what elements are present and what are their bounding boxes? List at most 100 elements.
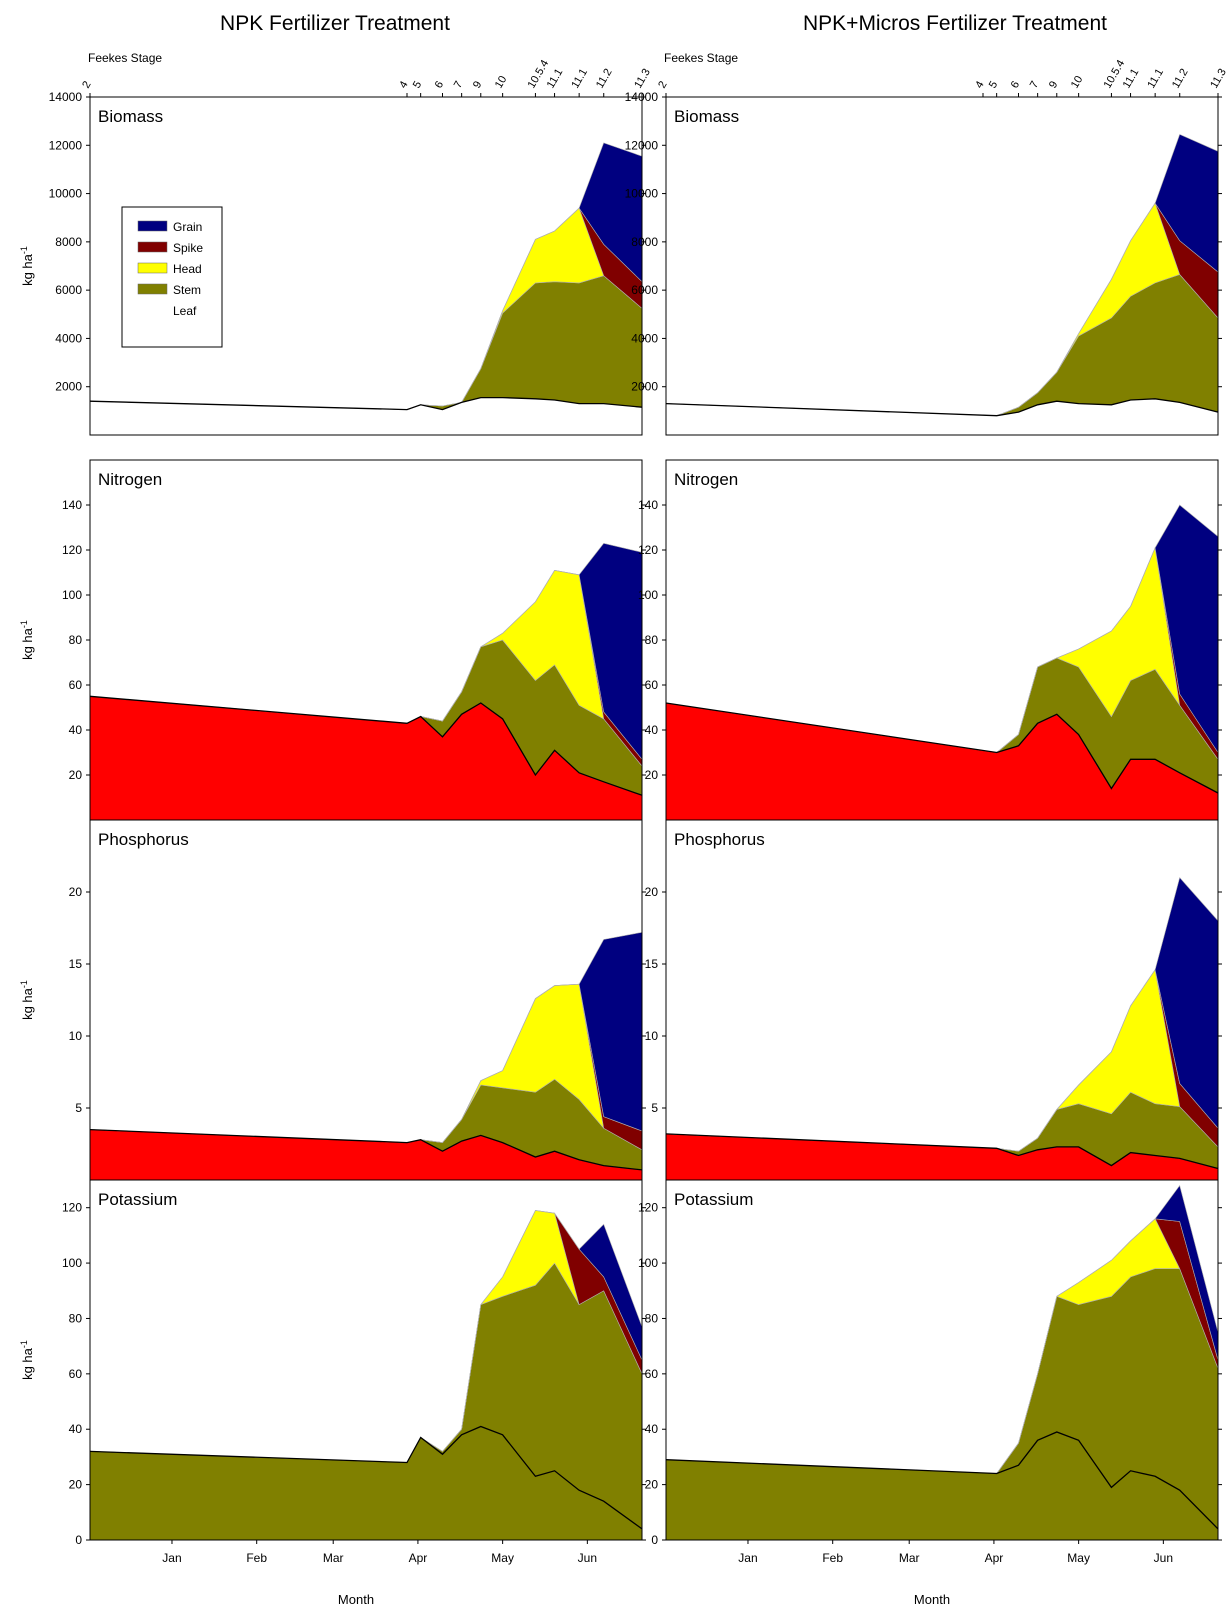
y-tick-label: 6000 xyxy=(55,283,82,297)
boundary-line xyxy=(89,1128,643,1171)
y-tick-label: 5 xyxy=(651,1101,658,1115)
y-tick-label: 12000 xyxy=(625,138,659,152)
y-tick-label: 80 xyxy=(69,633,83,647)
x-axis-label: Month xyxy=(914,1592,950,1604)
panel-label: Phosphorus xyxy=(674,830,765,849)
legend-label: Head xyxy=(173,262,202,276)
boundary-line xyxy=(89,1425,643,1530)
y-tick-label: 140 xyxy=(62,498,82,512)
panel-potassium-npk-micros: 0 20 40 60 80 100 120 Potassium Jan Feb Mar Apr May J… xyxy=(638,1179,1222,1604)
legend-box xyxy=(121,206,223,348)
y-tick-label: 4000 xyxy=(631,331,658,345)
y-tick-label: 8000 xyxy=(631,235,658,249)
x-tick-label: Feb xyxy=(822,1551,843,1565)
legend-swatch xyxy=(137,262,168,274)
panel-phosphorus-npk: 5 10 15 20 Phosphorus kg ha-1 xyxy=(19,819,646,1181)
panel-grid: 2000400060008000100001200014000Biomasskg… xyxy=(19,51,1229,1604)
y-tick-label: 120 xyxy=(62,543,82,557)
y-tick-label: 6000 xyxy=(631,283,658,297)
y-tick-label: 5 xyxy=(75,1101,82,1115)
y-tick-label: 80 xyxy=(645,633,659,647)
legend-swatch xyxy=(137,283,168,295)
area-leaf xyxy=(665,398,1219,436)
legend-swatch xyxy=(137,241,168,253)
feekes-stage-label: 2 xyxy=(80,79,93,90)
x-tick-label: Mar xyxy=(899,1551,920,1565)
boundary-line xyxy=(665,1133,1219,1170)
boundary-line xyxy=(89,695,643,796)
feekes-stage-label: 11.2 xyxy=(594,67,615,91)
feekes-stage-title: Feekes Stage xyxy=(664,51,738,65)
feekes-stage-label: 4 xyxy=(973,79,986,90)
panel-label: Potassium xyxy=(674,1190,753,1209)
y-tick-label: 14000 xyxy=(49,90,83,104)
legend: Grain Spike Head Stem Leaf xyxy=(121,206,223,348)
y-tick-label: 10 xyxy=(69,1029,83,1043)
feekes-stage-label: 4 xyxy=(397,79,410,90)
panel-frame xyxy=(665,96,1219,436)
panel-potassium-npk: 0 20 40 60 80 100 120 Potassium kg ha-1 Jan Feb Mar… xyxy=(19,1179,646,1604)
feekes-stage-label: 10 xyxy=(1069,74,1086,91)
x-tick-label: Feb xyxy=(246,1551,267,1565)
y-tick-label: 8000 xyxy=(55,235,82,249)
y-tick-label: 2000 xyxy=(631,380,658,394)
panel-frame xyxy=(89,96,643,436)
panel-nitrogen-npk-micros: 20 40 60 80 100 120 140 Nitrogen xyxy=(638,459,1222,821)
y-tick-label: 100 xyxy=(638,588,658,602)
column-title-npk-micros: NPK+Micros Fertilizer Treatment xyxy=(803,12,1107,35)
y-tick-label: 20 xyxy=(69,1478,83,1492)
y-tick-label: 40 xyxy=(645,723,659,737)
y-tick-label: 0 xyxy=(651,1533,658,1547)
area-stem xyxy=(665,1268,1219,1541)
y-tick-label: 120 xyxy=(62,1201,82,1215)
legend-swatch xyxy=(138,305,167,315)
y-tick-label: 20 xyxy=(69,768,83,782)
feekes-stage-label: 5 xyxy=(987,79,1000,90)
y-tick-label: 12000 xyxy=(49,138,83,152)
y-tick-label: 60 xyxy=(69,678,83,692)
x-tick-label: May xyxy=(491,1551,514,1565)
x-tick-label: Apr xyxy=(985,1551,1004,1565)
y-tick-label: 40 xyxy=(645,1422,659,1436)
y-tick-label: 15 xyxy=(645,957,659,971)
area-stem xyxy=(89,1262,643,1541)
feekes-stage-label: 2 xyxy=(656,79,669,90)
panel-label: Nitrogen xyxy=(674,470,738,489)
x-tick-label: Mar xyxy=(323,1551,344,1565)
y-tick-label: 60 xyxy=(69,1367,83,1381)
boundary-line xyxy=(665,398,1219,417)
feekes-stage-label: 11.1 xyxy=(1145,67,1166,91)
boundary-line xyxy=(89,396,643,411)
panel-nitrogen-npk: 20 40 60 80 100 120 140 Nitrogen kg ha-1 xyxy=(19,459,646,821)
x-axis-label: Month xyxy=(338,1592,374,1604)
y-axis-label: kg ha-1 xyxy=(19,1340,35,1380)
feekes-stage-label: 11.1 xyxy=(1121,67,1142,91)
feekes-stage-label: 6 xyxy=(1009,79,1022,90)
y-tick-label: 14000 xyxy=(625,90,659,104)
area-stem xyxy=(665,274,1219,417)
feekes-stage-label: 7 xyxy=(452,79,465,90)
panel-biomass-npk-micros: 2000 4000 6000 8000 10000 12000 14000 Biomass Fe… xyxy=(625,51,1229,436)
boundary-line xyxy=(665,702,1219,794)
y-tick-label: 2000 xyxy=(55,380,82,394)
y-tick-label: 100 xyxy=(638,1256,658,1270)
y-tick-label: 100 xyxy=(62,588,82,602)
y-tick-label: 140 xyxy=(638,498,658,512)
panel-label: Nitrogen xyxy=(98,470,162,489)
y-tick-label: 20 xyxy=(645,768,659,782)
y-tick-label: 80 xyxy=(69,1311,83,1325)
legend-label: Spike xyxy=(173,241,203,255)
y-tick-label: 60 xyxy=(645,678,659,692)
y-tick-label: 40 xyxy=(69,1422,83,1436)
y-tick-label: 20 xyxy=(645,885,659,899)
y-tick-label: 10 xyxy=(645,1029,659,1043)
panel-label: Biomass xyxy=(674,107,739,126)
x-tick-label: Jun xyxy=(578,1551,597,1565)
y-tick-label: 40 xyxy=(69,723,83,737)
panel-biomass-npk: 2000 4000 6000 8000 10000 12000 14000 Biomass kg… xyxy=(19,51,653,436)
y-tick-label: 20 xyxy=(69,885,83,899)
x-tick-label: Apr xyxy=(409,1551,428,1565)
feekes-stage-label: 5 xyxy=(411,79,424,90)
panel-label: Biomass xyxy=(98,107,163,126)
